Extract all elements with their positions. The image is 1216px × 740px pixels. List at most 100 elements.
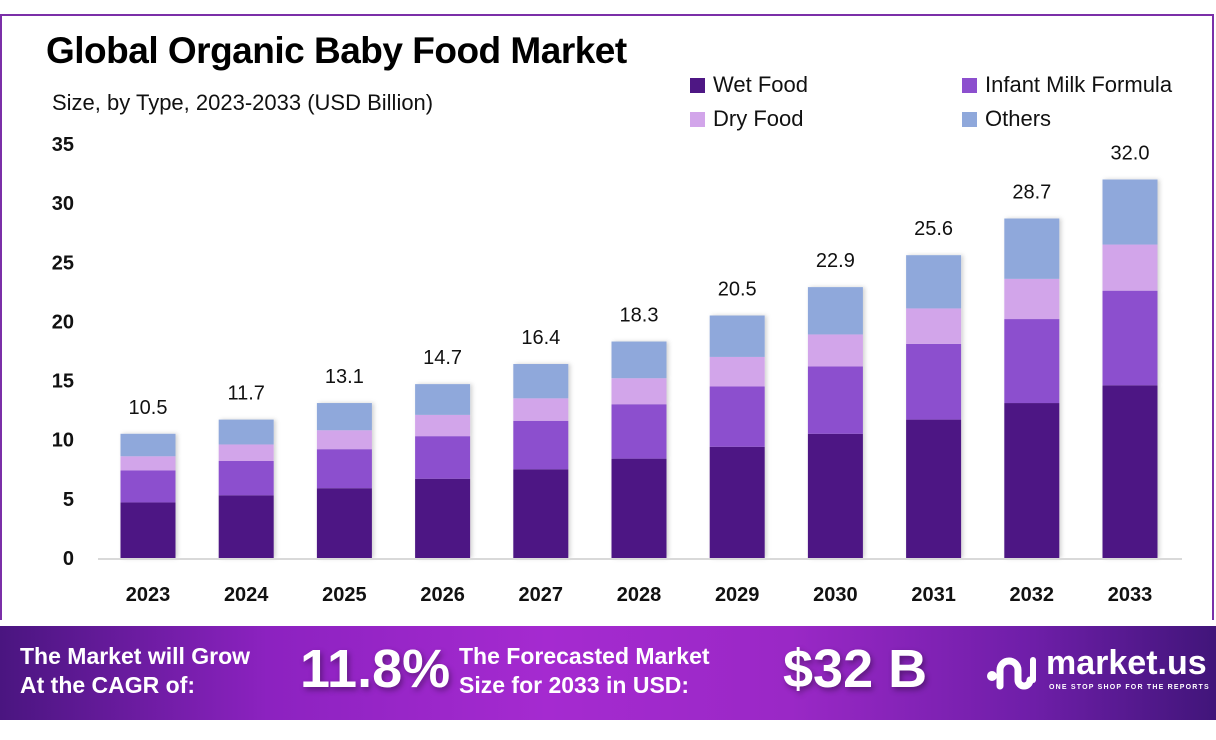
legend-swatch-others: [962, 111, 977, 127]
bar-segment-dry-food: [1004, 278, 1060, 320]
bar-stack-2031: [906, 255, 962, 558]
total-label: 16.4: [521, 327, 560, 349]
bar-segment-others: [1102, 179, 1158, 245]
bar-stack-2027: [513, 364, 569, 558]
bar-segment-infant-milk-formula: [415, 436, 471, 479]
bar-segment-others: [709, 315, 765, 357]
bar-segment-wet-food: [611, 458, 667, 558]
forecast-value: $32 B: [783, 639, 928, 699]
x-tick-label: 2029: [715, 584, 760, 606]
chart-title: Global Organic Baby Food Market: [46, 30, 627, 71]
x-tick-label: 2024: [224, 584, 269, 606]
total-label: 28.7: [1012, 182, 1051, 204]
bar-segment-dry-food: [611, 378, 667, 405]
bars: [120, 179, 1158, 558]
bar-segment-infant-milk-formula: [1102, 290, 1158, 386]
total-label: 32.0: [1111, 142, 1150, 164]
forecast-caption: The Forecasted Market Size for 2033 in U…: [459, 642, 710, 700]
bar-stack-2033: [1102, 179, 1158, 558]
cagr-value: 11.8%: [300, 639, 451, 699]
y-tick-label: 10: [52, 430, 74, 452]
x-tick-label: 2028: [617, 584, 662, 606]
bar-segment-dry-food: [906, 308, 962, 344]
legend-label: Infant Milk Formula: [985, 72, 1173, 97]
total-label: 13.1: [325, 366, 364, 388]
cagr-caption-line1: The Market will Grow: [20, 643, 251, 669]
x-tick-label: 2025: [322, 584, 367, 606]
bar-segment-others: [906, 255, 962, 309]
bar-stack-2026: [415, 384, 471, 558]
bar-segment-infant-milk-formula: [120, 470, 176, 503]
bar-segment-others: [120, 433, 176, 457]
bar-segment-dry-food: [120, 456, 176, 471]
bar-segment-dry-food: [218, 444, 274, 462]
total-labels: 10.5 11.7 13.1 14.7 16.4 18.3 20.5 22.9 25.6 28.7…: [129, 142, 1150, 418]
total-label: 20.5: [718, 279, 757, 301]
bar-stack-2032: [1004, 218, 1060, 558]
logo-tagline: ONE STOP SHOP FOR THE REPORTS: [1049, 684, 1210, 691]
cagr-caption-line2: At the CAGR of:: [20, 672, 196, 698]
legend: Wet Food Infant Milk Formula Dry Food Ot…: [690, 72, 1210, 136]
bar-segment-infant-milk-formula: [316, 449, 372, 489]
bar-segment-wet-food: [1102, 385, 1158, 558]
bar-segment-others: [316, 403, 372, 431]
y-tick-label: 25: [52, 252, 74, 274]
total-label: 14.7: [423, 347, 462, 369]
bar-segment-others: [415, 384, 471, 415]
chart-subtitle: Size, by Type, 2023-2033 (USD Billion): [52, 90, 434, 115]
bar-segment-wet-food: [906, 419, 962, 558]
bar-segment-wet-food: [709, 446, 765, 558]
chart-frame: [0, 14, 1214, 620]
forecast-caption-line1: The Forecasted Market: [459, 643, 710, 669]
bar-segment-wet-food: [1004, 403, 1060, 558]
bar-segment-dry-food: [415, 414, 471, 437]
legend-item-wet-food: Wet Food: [690, 72, 808, 98]
bar-segment-wet-food: [316, 488, 372, 558]
x-tick-label: 2030: [813, 584, 858, 606]
bar-segment-wet-food: [415, 478, 471, 558]
bar-segment-others: [611, 341, 667, 379]
legend-swatch-dry-food: [690, 111, 705, 127]
bar-stack-2029: [709, 315, 765, 558]
bar-segment-infant-milk-formula: [906, 343, 962, 420]
bar-segment-dry-food: [316, 430, 372, 450]
total-label: 11.7: [227, 383, 264, 405]
x-tick-label: 2031: [911, 584, 956, 606]
y-tick-label: 35: [52, 134, 74, 156]
bar-segment-dry-food: [1102, 244, 1158, 291]
logo-name: market.us: [1046, 644, 1207, 682]
legend-label: Others: [985, 106, 1052, 131]
forecast-caption-line2: Size for 2033 in USD:: [459, 672, 690, 698]
bar-segment-wet-food: [807, 433, 863, 558]
bar-stack-2023: [120, 433, 176, 558]
y-tick-label: 20: [52, 311, 74, 333]
bar-segment-infant-milk-formula: [218, 461, 274, 496]
x-tick-label: 2026: [420, 584, 465, 606]
bar-segment-dry-food: [709, 356, 765, 387]
bar-stack-2028: [611, 341, 667, 558]
bar-segment-infant-milk-formula: [513, 420, 569, 470]
bar-segment-wet-food: [120, 502, 176, 558]
legend-swatch-wet-food: [690, 77, 705, 93]
y-axis: 0 5 10 15 20 25 30 35: [52, 134, 74, 570]
legend-item-infant-milk-formula: Infant Milk Formula: [962, 72, 1172, 98]
bar-segment-wet-food: [218, 495, 274, 558]
bar-segment-infant-milk-formula: [709, 386, 765, 447]
bar-segment-dry-food: [513, 398, 569, 421]
cagr-caption: The Market will Grow At the CAGR of:: [20, 642, 250, 700]
market-us-logo-icon: [987, 657, 1036, 690]
x-tick-label: 2032: [1010, 584, 1055, 606]
bar-segment-others: [1004, 218, 1060, 279]
bar-segment-infant-milk-formula: [807, 366, 863, 434]
y-tick-label: 15: [52, 371, 74, 393]
bar-stack-2024: [218, 419, 274, 558]
total-label: 25.6: [914, 218, 953, 240]
legend-label: Dry Food: [713, 106, 804, 131]
bar-segment-infant-milk-formula: [1004, 319, 1060, 404]
legend-item-dry-food: Dry Food: [690, 106, 803, 132]
total-label: 22.9: [816, 250, 855, 272]
x-tick-label: 2023: [126, 584, 171, 606]
bar-stack-2025: [316, 403, 372, 558]
y-tick-label: 30: [52, 193, 74, 215]
y-tick-label: 0: [63, 548, 74, 570]
